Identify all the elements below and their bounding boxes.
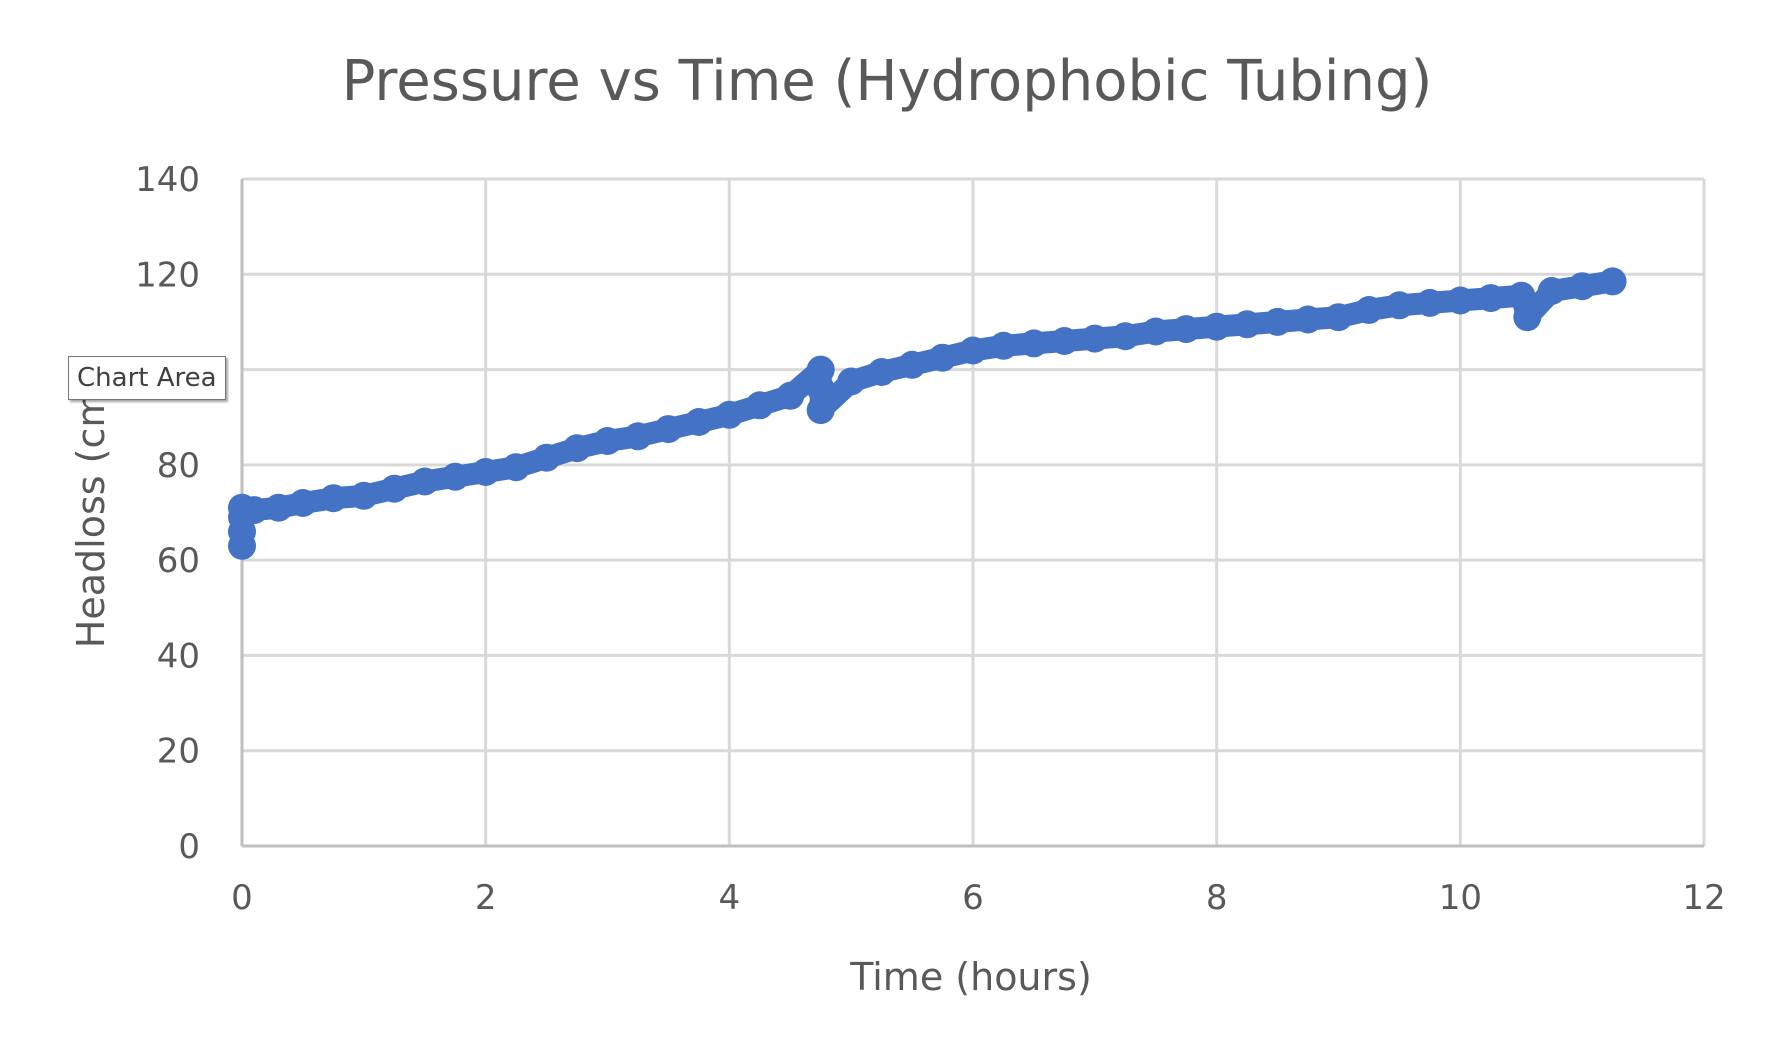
data-point[interactable]	[1263, 307, 1292, 336]
data-point[interactable]	[264, 493, 293, 522]
data-point[interactable]	[1324, 303, 1353, 332]
y-tick-label: 20	[157, 732, 200, 772]
data-point[interactable]	[1446, 286, 1475, 315]
data-point[interactable]	[349, 481, 378, 510]
data-series[interactable]	[228, 267, 1627, 560]
data-trace[interactable]	[231, 270, 1624, 557]
y-tick-label: 0	[178, 827, 200, 867]
data-point[interactable]	[288, 489, 317, 517]
data-point[interactable]	[1568, 272, 1597, 301]
data-point[interactable]	[715, 400, 744, 429]
data-point[interactable]	[1385, 291, 1414, 320]
data-point[interactable]	[1355, 296, 1383, 324]
data-point[interactable]	[502, 453, 531, 482]
data-point[interactable]	[745, 391, 774, 420]
x-tick-label: 0	[231, 878, 253, 918]
data-point[interactable]	[654, 415, 683, 444]
data-point[interactable]	[684, 408, 713, 436]
data-point[interactable]	[319, 484, 348, 513]
y-tick-label: 120	[135, 255, 200, 295]
data-point[interactable]	[776, 381, 805, 410]
y-axis-title: Headloss (cm)	[69, 376, 113, 648]
data-point[interactable]	[1080, 324, 1109, 353]
data-point[interactable]	[563, 434, 591, 463]
data-point[interactable]	[532, 443, 561, 472]
data-point[interactable]	[806, 396, 835, 425]
data-point[interactable]	[624, 422, 652, 451]
data-point[interactable]	[1172, 315, 1201, 344]
x-tick-label: 6	[962, 878, 984, 918]
data-point[interactable]	[898, 350, 927, 379]
data-point[interactable]	[989, 331, 1018, 360]
data-point[interactable]	[837, 367, 866, 396]
chart-area-tooltip: Chart Area	[68, 356, 226, 400]
data-point[interactable]	[1019, 329, 1048, 358]
data-point[interactable]	[959, 336, 987, 365]
y-tick-label: 40	[157, 636, 200, 676]
chart-title: Pressure vs Time (Hydrophobic Tubing)	[342, 49, 1433, 114]
data-point[interactable]	[1513, 303, 1542, 332]
x-tick-label: 4	[719, 878, 741, 918]
y-tick-label: 140	[135, 160, 200, 200]
data-point[interactable]	[1202, 312, 1231, 341]
data-point[interactable]	[867, 358, 896, 386]
data-point[interactable]	[471, 458, 500, 486]
x-tick-label: 10	[1439, 878, 1482, 918]
data-point[interactable]	[806, 374, 835, 403]
data-point[interactable]	[593, 427, 622, 455]
data-point[interactable]	[1598, 267, 1627, 296]
data-point[interactable]	[240, 496, 269, 525]
x-axis-title: Time (hours)	[849, 955, 1092, 999]
x-tick-label: 2	[475, 878, 497, 918]
data-point[interactable]	[441, 462, 470, 491]
y-tick-label: 60	[157, 541, 200, 581]
x-tick-label: 12	[1682, 878, 1725, 918]
data-point[interactable]	[928, 343, 957, 372]
data-point[interactable]	[380, 474, 409, 503]
data-point[interactable]	[1507, 281, 1536, 310]
x-tick-label: 8	[1206, 878, 1228, 918]
y-tick-label: 80	[157, 446, 200, 486]
data-point[interactable]	[1233, 310, 1262, 339]
data-point[interactable]	[1537, 277, 1566, 305]
data-point[interactable]	[1415, 288, 1444, 317]
data-point[interactable]	[410, 467, 439, 496]
data-point[interactable]	[1111, 322, 1140, 351]
data-point[interactable]	[1141, 317, 1170, 346]
data-point[interactable]	[1050, 327, 1079, 355]
data-point[interactable]	[1294, 305, 1322, 334]
gridlines	[242, 177, 1706, 846]
data-point[interactable]	[1476, 284, 1505, 313]
